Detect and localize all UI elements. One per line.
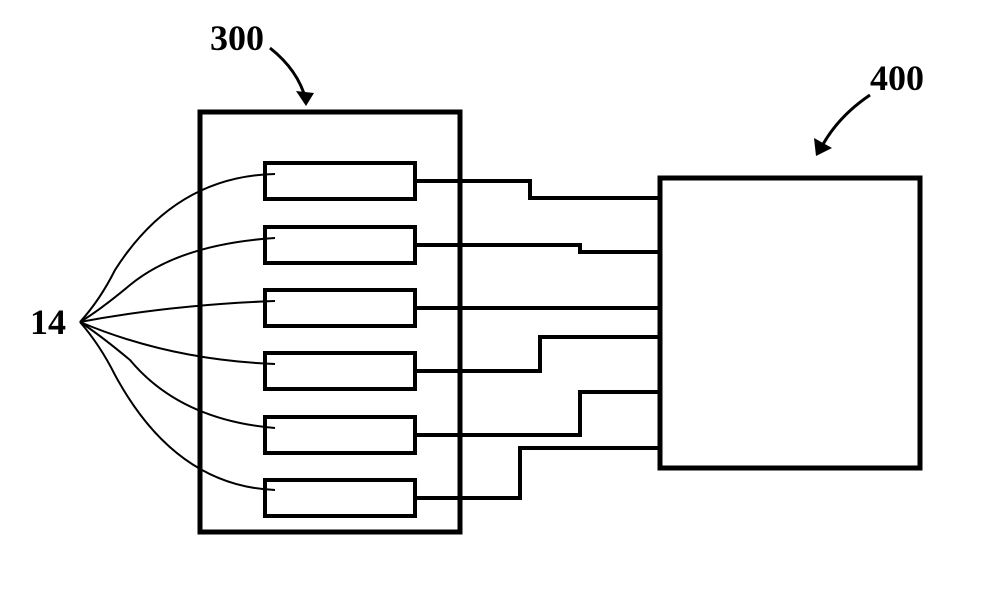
- box-400: [660, 178, 920, 468]
- arrow-400-shaft: [820, 95, 870, 150]
- arrow-300-head: [296, 91, 314, 106]
- inner-box-5: [265, 417, 415, 453]
- label-14: 14: [30, 302, 66, 342]
- brace-curve-1: [80, 174, 275, 322]
- brace-curve-6: [80, 322, 275, 490]
- brace-curve-5: [80, 322, 275, 428]
- inner-box-1: [265, 163, 415, 199]
- inner-box-2: [265, 227, 415, 263]
- box-300: [200, 112, 460, 532]
- wire-6: [415, 448, 660, 498]
- label-400: 400: [870, 58, 924, 98]
- wire-5: [415, 392, 660, 435]
- brace-curve-3: [80, 301, 275, 322]
- inner-box-4: [265, 353, 415, 389]
- label-300: 300: [210, 18, 264, 58]
- inner-box-6: [265, 480, 415, 516]
- wire-1: [415, 181, 660, 198]
- inner-box-3: [265, 290, 415, 326]
- wire-4: [415, 337, 660, 371]
- arrow-400-head: [814, 138, 832, 156]
- wire-2: [415, 245, 660, 252]
